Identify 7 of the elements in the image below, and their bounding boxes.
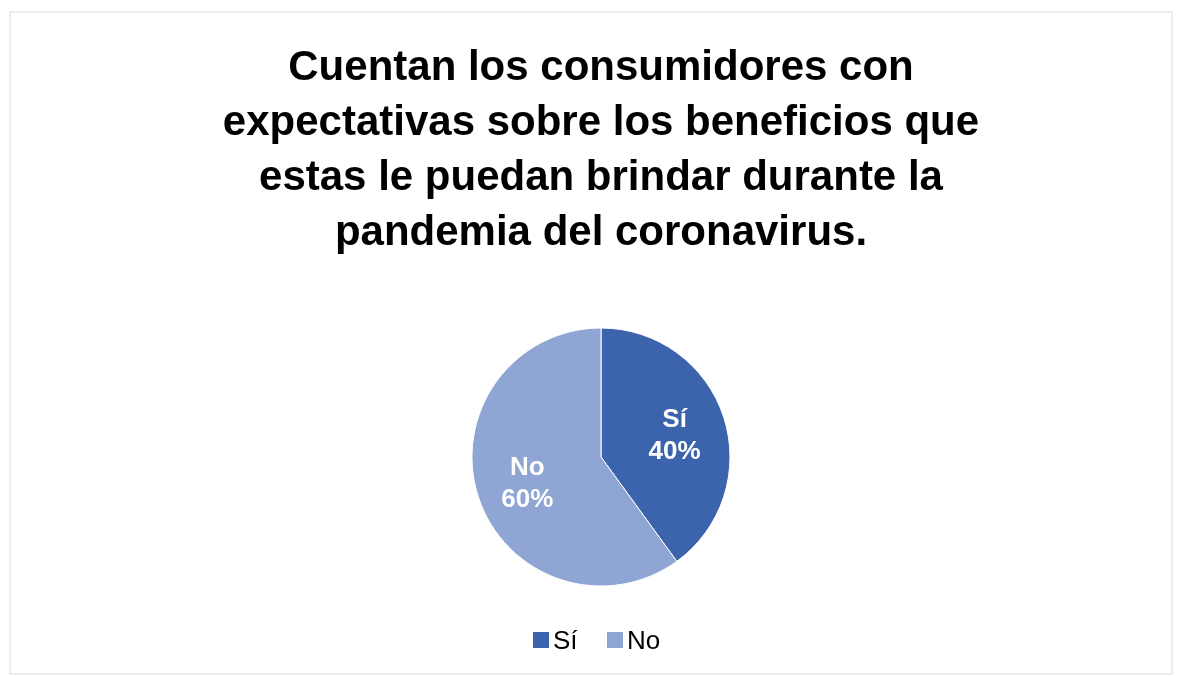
slice-label: No bbox=[510, 450, 545, 481]
legend-label: Sí bbox=[553, 625, 579, 655]
data-label: 60% bbox=[501, 482, 554, 513]
data-label: 40% bbox=[648, 435, 701, 466]
legend-label: No bbox=[627, 625, 661, 655]
chart-title: Cuentan los consumidores con expectativas sobre los beneficios que estas le puedan brindar durante la pandemia del coronavirus. bbox=[222, 42, 980, 254]
slice-label: Sí bbox=[662, 403, 688, 434]
